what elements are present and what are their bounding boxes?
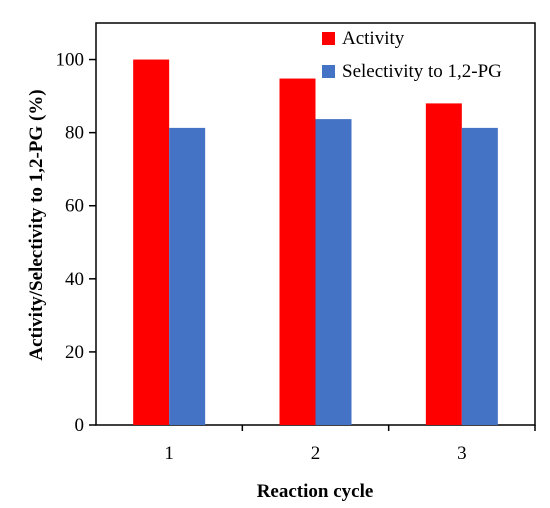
y-tick-label: 40	[65, 269, 84, 290]
x-axis: 1 2 3	[164, 425, 536, 464]
bar-group	[133, 59, 498, 426]
x-tick-label: 2	[311, 443, 321, 464]
bar-selectivity-to-1-2-pg-2	[315, 119, 352, 425]
x-tick-label: 3	[457, 443, 467, 464]
y-axis-title: Activity/Selectivity to 1,2-PG (%)	[26, 89, 47, 360]
legend-swatch	[322, 65, 335, 78]
y-axis: 0 20 40 60 80 100	[56, 50, 96, 436]
bar-activity-2	[279, 78, 316, 426]
bar-selectivity-to-1-2-pg-1	[169, 127, 206, 426]
y-tick-label: 80	[65, 123, 84, 144]
legend-swatch	[322, 32, 335, 45]
legend-label: Selectivity to 1,2-PG	[342, 61, 502, 82]
x-tick-label: 1	[164, 443, 174, 464]
legend-label: Activity	[342, 28, 405, 49]
bar-activity-3	[425, 103, 462, 426]
x-axis-title: Reaction cycle	[257, 481, 374, 502]
bar-activity-1	[133, 59, 170, 425]
y-tick-label: 100	[56, 50, 85, 71]
y-tick-label: 20	[65, 342, 84, 363]
y-tick-label: 0	[75, 415, 85, 436]
legend: Activity Selectivity to 1,2-PG	[322, 28, 502, 82]
y-tick-label: 60	[65, 196, 84, 217]
bar-selectivity-to-1-2-pg-3	[461, 127, 498, 426]
